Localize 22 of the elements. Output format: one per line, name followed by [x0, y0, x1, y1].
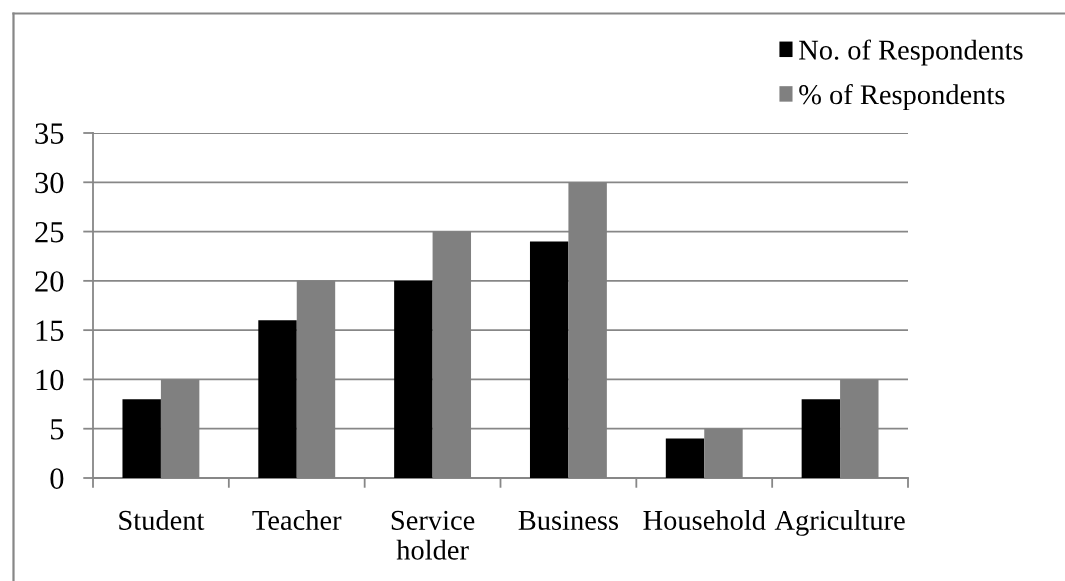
x-tick-label: Agriculture: [774, 509, 905, 536]
x-tick-label: Student: [119, 509, 205, 530]
x-tick-label: Teacher: [252, 509, 342, 530]
x-tick-label: Household: [643, 509, 766, 530]
legend-label: % of Respondents: [799, 84, 1005, 111]
y-tick-label: 5: [51, 419, 64, 440]
bar: [394, 280, 433, 478]
bar: [801, 399, 841, 478]
bar: [529, 241, 569, 478]
y-tick-label: 10: [36, 369, 64, 391]
y-tick-label: 15: [36, 320, 64, 342]
bar: [258, 320, 297, 478]
y-tick-label: 35: [35, 123, 64, 144]
bar: [122, 399, 161, 478]
y-tick-label: 25: [35, 221, 64, 243]
bar: [665, 438, 705, 478]
x-tick-label: Business: [518, 510, 619, 530]
y-tick-label: 0: [50, 468, 64, 489]
x-tick-label: Service holder: [391, 510, 475, 560]
y-tick-label: 30: [35, 172, 64, 194]
y-tick-label: 20: [35, 271, 64, 292]
legend-label: No. of Respondents: [799, 39, 1023, 66]
